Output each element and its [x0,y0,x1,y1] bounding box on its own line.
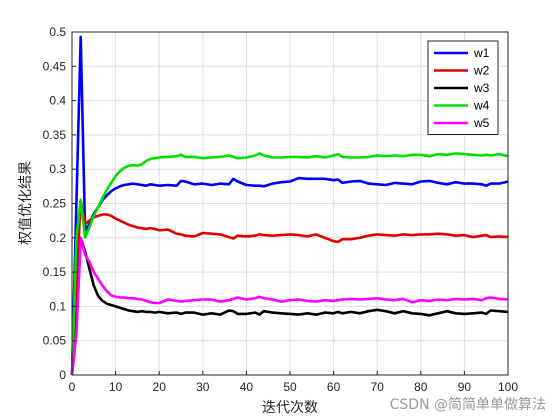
series-line-w3 [70,236,509,376]
axis-ticks: 0 10 20 30 40 50 60 70 80 90 100 0 0.05 0.1 0.15 0.2 0.2… [43,25,519,394]
watermark-text: CSDN @简简单单做算法 [389,397,546,413]
x-tick-label: 60 [327,380,341,394]
series-line-w5 [70,236,509,376]
legend-label-w5: w5 [473,116,490,130]
y-tick-label: 0.2 [49,231,66,245]
series-line-w2 [70,198,509,376]
series-line-w1 [70,35,509,376]
x-axis-label: 迭代次数 [262,400,318,416]
x-tick-label: 10 [109,380,123,394]
x-tick-label: 50 [283,380,297,394]
x-tick-label: 30 [196,380,210,394]
y-tick-label: 0.35 [43,128,67,142]
x-tick-label: 20 [153,380,167,394]
x-tick-label: 100 [498,380,518,394]
series-layer [70,35,509,376]
x-tick-label: 80 [414,380,428,394]
legend-label-w1: w1 [473,46,490,60]
y-tick-label: 0.1 [49,299,66,313]
y-tick-label: 0 [59,368,66,382]
y-tick-label: 0.05 [43,334,67,348]
series-line-w4 [70,152,509,376]
legend-label-w2: w2 [473,64,490,78]
y-tick-label: 0.4 [49,94,66,108]
y-tick-label: 0.5 [49,25,66,39]
x-tick-label: 90 [458,380,472,394]
x-tick-label: 40 [240,380,254,394]
y-tick-label: 0.45 [43,59,67,73]
y-tick-label: 0.3 [49,162,66,176]
y-tick-label: 0.25 [43,197,67,211]
legend: w1 w2 w3 w4 w5 [427,40,499,135]
legend-label-w3: w3 [473,81,490,95]
x-tick-label: 70 [371,380,385,394]
y-axis-label: 权值优化结果 [18,161,34,245]
legend-label-w4: w4 [473,99,490,113]
y-tick-label: 0.15 [43,265,67,279]
x-tick-label: 0 [69,380,76,394]
